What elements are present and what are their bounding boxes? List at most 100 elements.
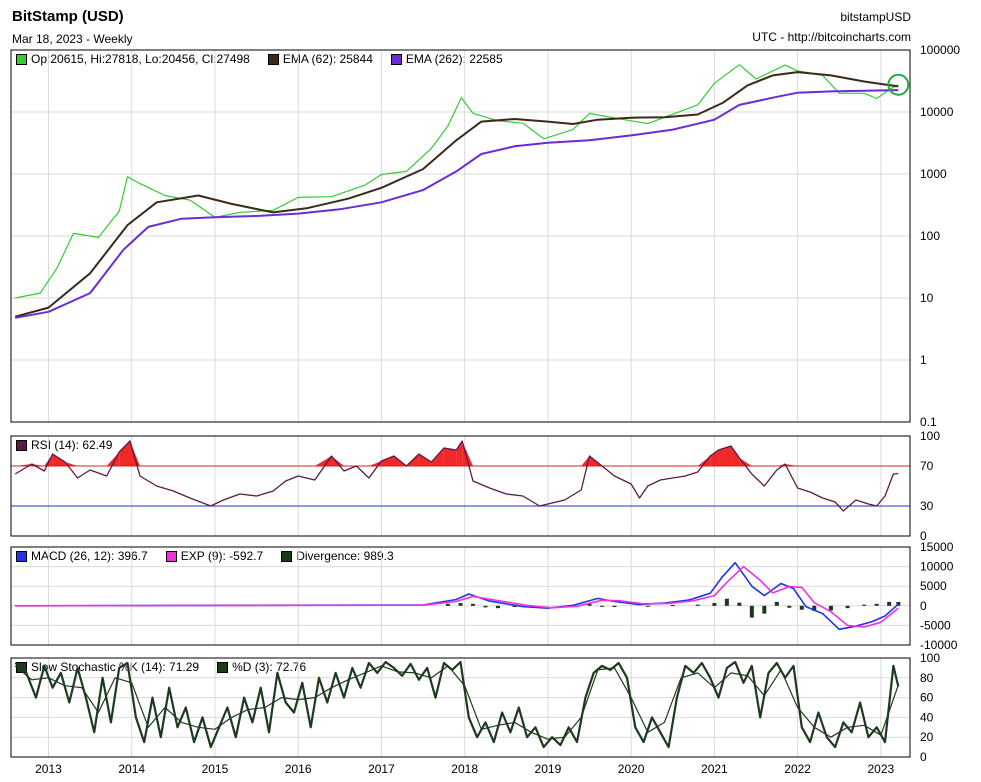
- divergence-bar: [600, 605, 605, 607]
- divergence-bar: [774, 601, 779, 606]
- x-tick-label: 2017: [368, 762, 395, 776]
- divergence-bar: [828, 605, 833, 611]
- rsi-overbought-fill: [443, 448, 457, 466]
- chart-date: Mar 18, 2023 - Weekly: [12, 32, 133, 46]
- stochastic-tick-label: 40: [920, 710, 934, 724]
- stochastic-tick-label: 20: [920, 730, 934, 744]
- macd-tick-label: -5000: [920, 618, 951, 632]
- rsi-overbought-fill: [718, 446, 732, 466]
- legend-swatch-ema262: [390, 53, 402, 65]
- macd-tick-label: 15000: [920, 540, 954, 554]
- x-tick-label: 2019: [535, 762, 562, 776]
- legend-ohlc: Op:20615, Hi:27818, Lo:20456, Cl:27498: [16, 52, 250, 66]
- legend-rsi: RSI (14): 62.49: [16, 438, 112, 452]
- legend-divergence-label: Divergence: 989.3: [296, 549, 394, 563]
- divergence-bar: [695, 604, 700, 606]
- rsi-overbought-fill: [739, 458, 752, 466]
- symbol-label: bitstampUSD: [840, 10, 911, 24]
- rsi-overbought-fill: [106, 452, 120, 466]
- divergence-bar: [587, 603, 592, 606]
- price-tick-label: 100: [920, 229, 940, 243]
- macd-tick-label: 10000: [920, 560, 954, 574]
- series-line-exp-9: [15, 565, 899, 628]
- divergence-bar: [670, 605, 675, 607]
- legend-swatch-stoch-d: [217, 661, 229, 673]
- legend-stoch-k-label: Slow Stochastic %K (14): 71.29: [31, 660, 200, 674]
- x-tick-label: 2014: [118, 762, 145, 776]
- price-tick-label: 0.1: [920, 415, 937, 429]
- rsi-tick-label: 70: [920, 459, 934, 473]
- price-legend: Op:20615, Hi:27818, Lo:20456, Cl:27498 E…: [16, 52, 503, 66]
- x-tick-label: 2022: [784, 762, 811, 776]
- divergence-bar: [512, 605, 517, 607]
- x-tick-label: 2016: [285, 762, 312, 776]
- rsi-overbought-fill: [731, 446, 740, 466]
- divergence-bar: [495, 605, 500, 609]
- legend-stoch-d: %D (3): 72.76: [217, 660, 306, 674]
- divergence-bar: [874, 603, 879, 606]
- macd-legend: MACD (26, 12): 396.7 EXP (9): -592.7 Div…: [16, 549, 394, 563]
- legend-swatch-macd: [16, 550, 27, 562]
- series-line-rsi-14: [14, 440, 899, 512]
- source-label: UTC - http://bitcoincharts.com: [752, 30, 911, 44]
- rsi-overbought-fill: [710, 450, 719, 466]
- rsi-panel-frame: [10, 435, 911, 537]
- divergence-bar: [645, 605, 650, 607]
- legend-ohlc-label: Op:20615, Hi:27818, Lo:20456, Cl:27498: [31, 52, 250, 66]
- macd-tick-label: -10000: [920, 638, 958, 652]
- price-tick-label: 10: [920, 291, 934, 305]
- legend-ema62: EMA (62): 25844: [267, 52, 373, 66]
- divergence-bar: [737, 602, 742, 606]
- divergence-bar: [483, 605, 488, 608]
- rsi-overbought-fill: [785, 464, 798, 466]
- series-line-close: [15, 64, 899, 299]
- legend-macd-label: MACD (26, 12): 396.7: [31, 549, 148, 563]
- stochastic-tick-label: 80: [920, 671, 934, 685]
- divergence-bar: [845, 605, 850, 609]
- legend-exp-label: EXP (9): -592.7: [180, 549, 264, 563]
- rsi-overbought-fill: [456, 441, 463, 466]
- macd-tick-label: 0: [920, 599, 927, 613]
- macd-tick-label: 5000: [920, 579, 947, 593]
- legend-swatch-ohlc: [16, 53, 27, 65]
- x-tick-label: 2021: [701, 762, 728, 776]
- divergence-bar: [724, 598, 729, 606]
- chart-title: BitStamp (USD): [12, 8, 124, 25]
- rsi-overbought-fill: [331, 456, 344, 466]
- divergence-bar: [712, 603, 717, 606]
- stochastic-panel-frame: [10, 657, 911, 758]
- latest-price-marker: [887, 73, 910, 96]
- rsi-overbought-fill: [462, 441, 473, 466]
- legend-exp: EXP (9): -592.7: [165, 549, 264, 563]
- legend-ema262-label: EMA (262): 22585: [405, 52, 503, 66]
- rsi-overbought-fill: [130, 441, 141, 466]
- price-tick-label: 1000: [920, 167, 947, 181]
- legend-ema62-label: EMA (62): 25844: [282, 52, 373, 66]
- rsi-overbought-fill: [697, 456, 711, 466]
- stochastic-tick-label: 100: [920, 651, 940, 665]
- series-line-macd-26-12: [15, 561, 899, 631]
- divergence-bar: [799, 605, 804, 610]
- stochastic-tick-label: 0: [920, 750, 927, 764]
- rsi-overbought-fill: [381, 456, 394, 466]
- legend-divergence: Divergence: 989.3: [281, 549, 394, 563]
- legend-swatch-divergence: [281, 550, 293, 562]
- price-panel-frame: [10, 49, 911, 423]
- divergence-bar: [812, 605, 817, 611]
- divergence-bar: [749, 605, 754, 618]
- rsi-tick-label: 0: [920, 529, 927, 543]
- divergence-bar: [446, 603, 451, 606]
- x-tick-label: 2015: [202, 762, 229, 776]
- x-tick-label: 2020: [618, 762, 645, 776]
- legend-swatch-rsi: [16, 439, 27, 451]
- rsi-legend: RSI (14): 62.49: [16, 438, 112, 452]
- legend-stoch-d-label: %D (3): 72.76: [232, 660, 307, 674]
- series-line-slow-stochastic-k-14: [14, 660, 900, 749]
- rsi-overbought-fill: [52, 454, 66, 466]
- legend-macd: MACD (26, 12): 396.7: [16, 549, 148, 563]
- divergence-bar: [470, 603, 475, 606]
- divergence-bar: [862, 604, 867, 606]
- x-tick-label: 2018: [451, 762, 478, 776]
- rsi-tick-label: 30: [920, 499, 934, 513]
- price-tick-label: 10000: [920, 105, 954, 119]
